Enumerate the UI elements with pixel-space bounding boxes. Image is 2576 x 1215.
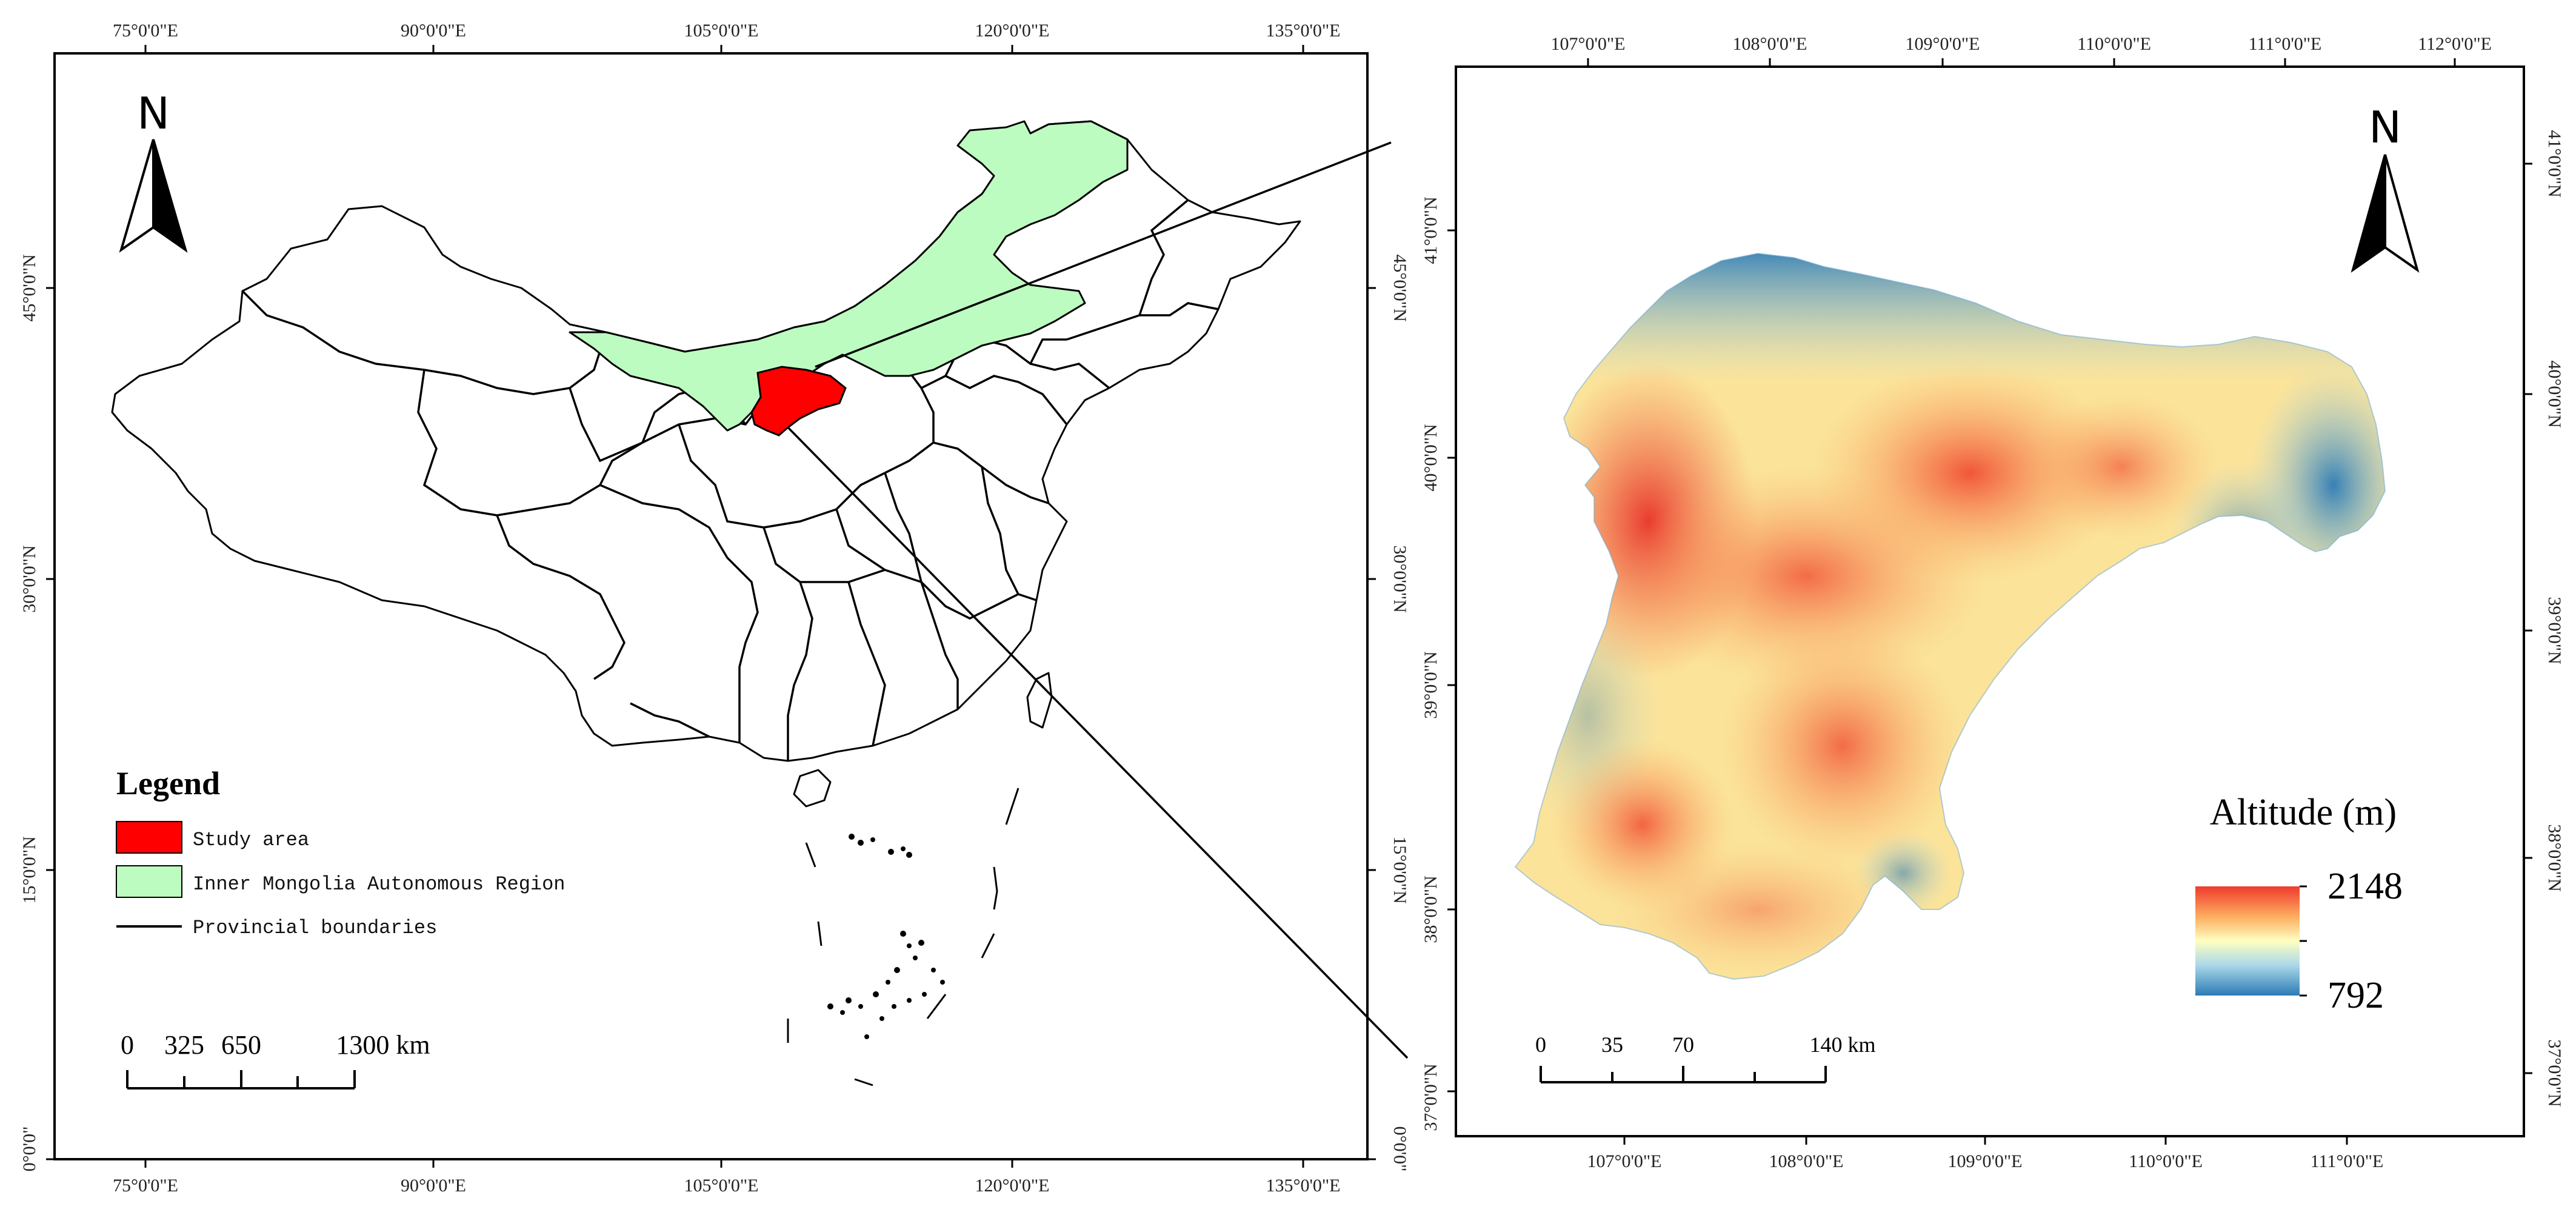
overview-right-lat-label: 0°0'0": [1390, 1126, 1410, 1172]
study-right-lat-label: 41°0'0"N: [2544, 130, 2564, 197]
study-scale-label: 70: [1672, 1033, 1694, 1057]
study-north-arrow: N: [2351, 102, 2420, 273]
connector-line-bottom: [787, 426, 1409, 1059]
overview-right-lat-label: 45°0'0"N: [1390, 254, 1410, 321]
overview-scale-label: 325: [164, 1030, 204, 1060]
legend-label-provincial-boundaries: Provincial boundaries: [193, 917, 437, 939]
altitude-max-label: 2148: [2327, 866, 2403, 907]
legend-swatch-inner-mongolia: [116, 865, 182, 898]
overview-scale-label: 0: [121, 1030, 134, 1060]
overview-scale-bar: 0 325 650 1300 km: [121, 1030, 430, 1089]
study-left-lat-label: 41°0'0"N: [1421, 196, 1441, 264]
overview-left-lat-label: 15°0'0"N: [19, 836, 39, 903]
overview-left-lat-label: 0°0'0": [19, 1126, 39, 1172]
study-scale-bar: 0 35 70 140 km: [1535, 1033, 1876, 1083]
study-scale-label: 0: [1535, 1033, 1546, 1057]
study-top-lon-label: 110°0'0"E: [2077, 34, 2151, 54]
overview-top-lon-label: 120°0'0"E: [975, 21, 1050, 41]
overview-bottom-lon-label: 90°0'0"E: [401, 1176, 466, 1196]
legend-title: Legend: [116, 765, 220, 802]
altitude-legend: Altitude (m) 2148 792: [2195, 792, 2403, 1016]
study-bottom-lon-label: 111°0'0"E: [2311, 1151, 2384, 1171]
overview-right-lat-label: 15°0'0"N: [1390, 836, 1410, 903]
overview-map-frame: [53, 52, 1369, 1160]
legend-label-study-area: Study area: [193, 829, 309, 851]
study-top-lon-label: 109°0'0"E: [1906, 34, 1980, 54]
study-scale-label: 35: [1601, 1033, 1623, 1057]
study-bottom-lon-label: 108°0'0"E: [1769, 1151, 1844, 1171]
overview-top-lon-label: 75°0'0"E: [113, 21, 178, 41]
islands: [787, 672, 1053, 1086]
overview-left-lat-label: 30°0'0"N: [19, 545, 39, 612]
overview-right-lat-label: 30°0'0"N: [1390, 545, 1410, 612]
study-area-map: 107°0'0"E 108°0'0"E 109°0'0"E 110°0'0"E …: [1421, 34, 2564, 1171]
study-right-lat-label: 40°0'0"N: [2544, 360, 2564, 427]
study-top-lon-label: 112°0'0"E: [2418, 34, 2492, 54]
study-top-lon-label: 108°0'0"E: [1733, 34, 1807, 54]
altitude-color-ramp: [2195, 886, 2300, 996]
study-right-lat-label: 39°0'0"N: [2544, 597, 2564, 664]
connector-line-top: [815, 141, 1392, 368]
legend-label-inner-mongolia: Inner Mongolia Autonomous Region: [193, 873, 566, 895]
study-right-lat-label: 37°0'0"N: [2544, 1039, 2564, 1106]
study-scale-label: 140 km: [1809, 1033, 1875, 1057]
study-area-region: [750, 366, 847, 437]
overview-bottom-lon-label: 135°0'0"E: [1266, 1176, 1341, 1196]
study-left-lat-label: 40°0'0"N: [1421, 424, 1441, 491]
study-bottom-lon-label: 109°0'0"E: [1948, 1151, 2023, 1171]
overview-north-label: N: [137, 88, 170, 139]
study-top-lon-label: 111°0'0"E: [2249, 34, 2322, 54]
overview-map-ticks: [46, 45, 1376, 1168]
study-bottom-lon-label: 110°0'0"E: [2129, 1151, 2203, 1171]
china-outline: [111, 120, 1301, 762]
overview-bottom-lon-label: 105°0'0"E: [684, 1176, 759, 1196]
study-top-lon-label: 107°0'0"E: [1551, 34, 1626, 54]
elevation-raster: [1515, 253, 2385, 979]
study-left-lat-label: 38°0'0"N: [1421, 875, 1441, 943]
altitude-legend-title: Altitude (m): [2210, 792, 2397, 833]
legend: Legend Study area Inner Mongolia Autonom…: [116, 765, 566, 939]
overview-scale-label: 1300 km: [336, 1030, 430, 1060]
overview-map: 75°0'0"E 90°0'0"E 105°0'0"E 120°0'0"E 13…: [19, 21, 1410, 1196]
overview-scale-label: 650: [221, 1030, 261, 1060]
study-left-lat-label: 37°0'0"N: [1421, 1063, 1441, 1131]
overview-top-lon-label: 135°0'0"E: [1266, 21, 1341, 41]
study-bottom-lon-label: 107°0'0"E: [1587, 1151, 1662, 1171]
study-area-map-ticks: [1447, 58, 2532, 1145]
study-area-map-frame: [1455, 65, 2525, 1137]
overview-left-lat-label: 45°0'0"N: [19, 254, 39, 321]
overview-top-lon-label: 90°0'0"E: [401, 21, 466, 41]
study-left-lat-label: 39°0'0"N: [1421, 651, 1441, 718]
overview-bottom-lon-label: 120°0'0"E: [975, 1176, 1050, 1196]
study-north-label: N: [2369, 102, 2401, 153]
overview-bottom-lon-label: 75°0'0"E: [113, 1176, 178, 1196]
overview-north-arrow: N: [119, 88, 188, 253]
legend-swatch-study-area: [116, 821, 182, 854]
altitude-min-label: 792: [2327, 975, 2384, 1016]
study-right-lat-label: 38°0'0"N: [2544, 824, 2564, 891]
overview-top-lon-label: 105°0'0"E: [684, 21, 759, 41]
